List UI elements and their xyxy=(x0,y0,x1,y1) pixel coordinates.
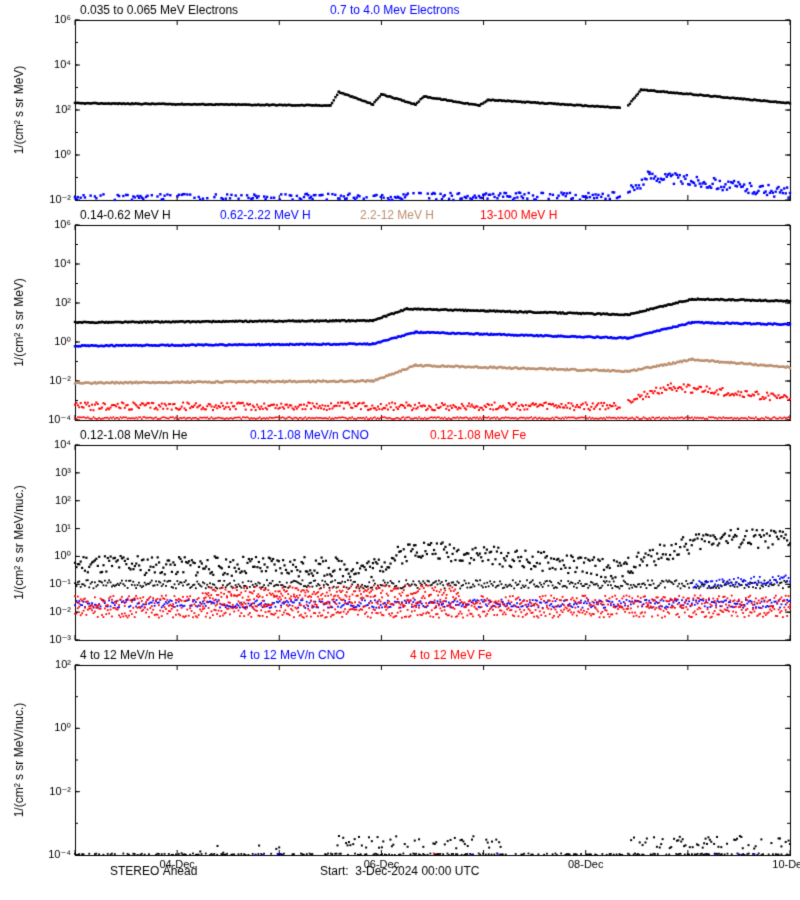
chart-container xyxy=(0,0,800,900)
time-series-canvas xyxy=(0,0,800,900)
